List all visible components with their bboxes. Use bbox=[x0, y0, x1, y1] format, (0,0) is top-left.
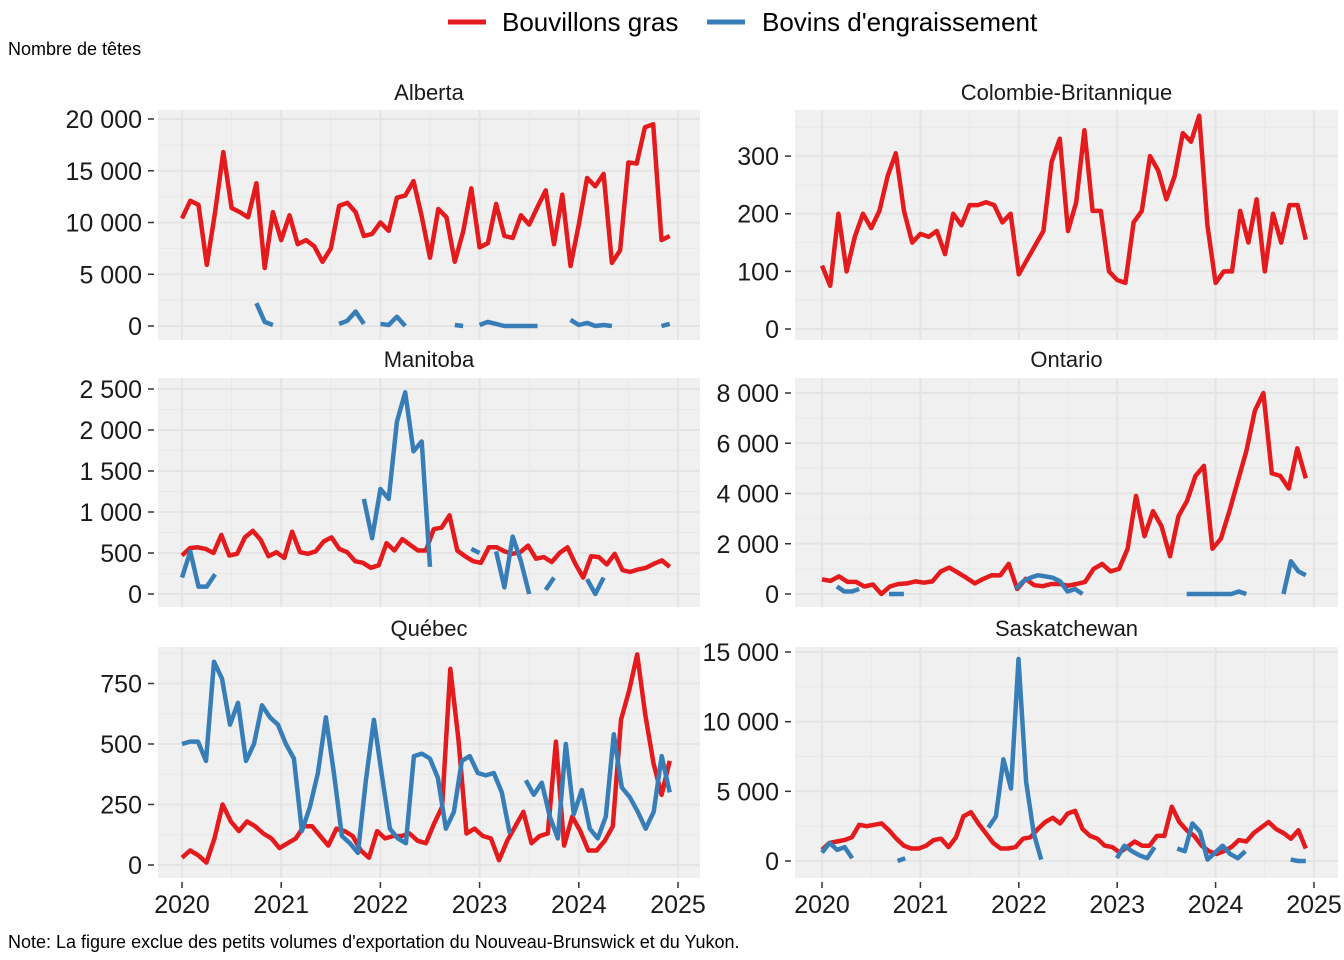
series-line-bouvillons-gras bbox=[819, 113, 1308, 289]
x-tick-label: 2024 bbox=[1188, 891, 1244, 919]
x-tick-label: 2025 bbox=[650, 891, 706, 919]
footnote: Note: La figure exclue des petits volume… bbox=[8, 932, 740, 952]
y-tick-label: 10 000 bbox=[66, 210, 142, 238]
x-tick-label: 2022 bbox=[991, 891, 1047, 919]
x-tick-label: 2023 bbox=[452, 891, 508, 919]
legend-label-bouvillons-gras: Bouvillons gras bbox=[502, 7, 678, 37]
y-tick-label: 0 bbox=[765, 316, 779, 344]
facet-alberta: Alberta 0 5 000 10 000 15 000 20 000 bbox=[66, 80, 700, 341]
legend: Bouvillons gras Bovins d'engraissement bbox=[448, 7, 1038, 37]
y-tick-label: 0 bbox=[128, 852, 142, 880]
y-tick-label: 15 000 bbox=[66, 158, 142, 186]
series-line-bouvillons-gras bbox=[180, 513, 672, 580]
x-tick-label: 2021 bbox=[253, 891, 309, 919]
legend-label-bovins-engraissement: Bovins d'engraissement bbox=[762, 7, 1038, 37]
y-tick-label: 4 000 bbox=[716, 481, 779, 509]
panel-title: Québec bbox=[390, 616, 467, 641]
y-tick-label: 2 000 bbox=[716, 531, 779, 559]
series-line-bovins-engraissement bbox=[181, 659, 672, 856]
panel-title: Ontario bbox=[1030, 347, 1102, 372]
y-tick-label: 1 000 bbox=[79, 499, 142, 527]
series-line-bovins-engraissement bbox=[835, 559, 1307, 597]
y-tick-label: 100 bbox=[737, 258, 779, 286]
facet-colombie-britannique: Colombie-Britannique 0 100 200 300 bbox=[737, 80, 1338, 344]
panel-title: Manitoba bbox=[384, 347, 475, 372]
y-tick-label: 500 bbox=[100, 540, 142, 568]
series-line-bouvillons-gras bbox=[180, 652, 672, 865]
y-tick-label: 500 bbox=[100, 731, 142, 759]
y-tick-label: 0 bbox=[128, 313, 142, 341]
panel-background bbox=[795, 647, 1338, 878]
x-tick-label: 2025 bbox=[1286, 891, 1342, 919]
y-tick-label: 200 bbox=[737, 201, 779, 229]
panel-title: Saskatchewan bbox=[995, 616, 1138, 641]
series-line-bouvillons-gras bbox=[179, 121, 671, 271]
y-tick-label: 0 bbox=[128, 581, 142, 609]
y-tick-label: 250 bbox=[100, 791, 142, 819]
y-tick-label: 6 000 bbox=[716, 430, 779, 458]
y-tick-label: 0 bbox=[765, 581, 779, 609]
x-tick-label: 2020 bbox=[154, 891, 210, 919]
panel-title: Colombie-Britannique bbox=[961, 80, 1173, 105]
y-tick-label: 8 000 bbox=[716, 380, 779, 408]
y-tick-label: 2 000 bbox=[79, 417, 142, 445]
y-tick-label: 5 000 bbox=[79, 261, 142, 289]
x-tick-label: 2022 bbox=[353, 891, 409, 919]
x-tick-label: 2023 bbox=[1089, 891, 1145, 919]
panel-title: Alberta bbox=[394, 80, 464, 105]
y-tick-label: 750 bbox=[100, 670, 142, 698]
facet-qu-bec: Québec 0 250 500 750 2020 2021 2022 2023 2024 2025 bbox=[100, 616, 706, 919]
facet-panels: Alberta 0 5 000 10 000 15 000 20 000 Colombie-… bbox=[66, 80, 1342, 919]
panel-background bbox=[158, 378, 700, 607]
facet-ontario: Ontario 0 2 000 4 000 6 000 8 000 bbox=[716, 347, 1338, 609]
y-tick-label: 10 000 bbox=[703, 709, 779, 737]
y-tick-label: 15 000 bbox=[703, 639, 779, 667]
x-tick-label: 2020 bbox=[794, 891, 850, 919]
facet-saskatchewan: Saskatchewan 0 5 000 10 000 15 000 2020 2021 20… bbox=[703, 616, 1342, 919]
series-line-bovins-engraissement bbox=[179, 390, 606, 597]
x-tick-label: 2024 bbox=[551, 891, 607, 919]
y-tick-label: 1 500 bbox=[79, 458, 142, 486]
y-tick-label: 2 500 bbox=[79, 376, 142, 404]
series-line-bovins-engraissement bbox=[254, 302, 671, 329]
y-tick-label: 300 bbox=[737, 143, 779, 171]
y-tick-label: 0 bbox=[765, 848, 779, 876]
x-tick-label: 2021 bbox=[893, 891, 949, 919]
y-tick-label: 5 000 bbox=[716, 778, 779, 806]
y-axis-title: Nombre de têtes bbox=[8, 39, 141, 59]
y-tick-label: 20 000 bbox=[66, 106, 142, 134]
facet-manitoba: Manitoba 0 500 1 000 1 500 2 000 2 500 bbox=[79, 347, 700, 609]
series-line-bovins-engraissement bbox=[820, 656, 1306, 864]
